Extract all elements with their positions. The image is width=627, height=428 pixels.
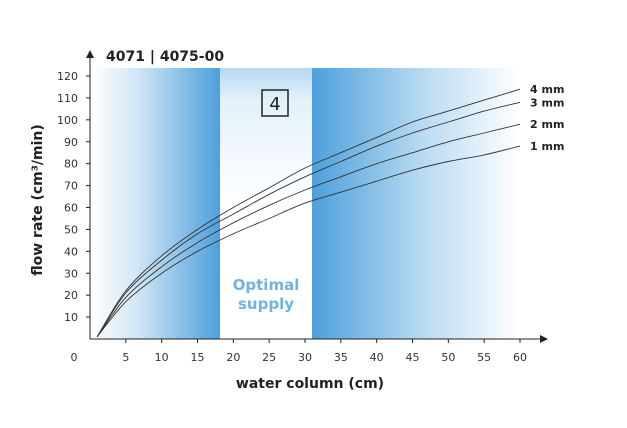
x-axis-arrow [540,335,548,343]
left-supply-band [90,68,220,339]
x-tick-label: 10 [155,351,169,364]
x-tick-label: 25 [262,351,276,364]
x-tick-label: 35 [334,351,348,364]
series-label-4-mm: 4 mm [530,83,564,96]
y-tick-label: 120 [57,70,78,83]
x-tick-label: 30 [298,351,312,364]
x-tick-label: 55 [477,351,491,364]
y-tick-label: 110 [57,92,78,105]
y-tick-label: 80 [64,158,78,171]
x-tick-label: 20 [226,351,240,364]
y-axis-arrow [86,50,94,58]
x-tick-label: 50 [441,351,455,364]
y-tick-label: 90 [64,136,78,149]
series-label-2-mm: 2 mm [530,118,564,131]
y-tick-label: 20 [64,289,78,302]
optimal-supply-label-line2: supply [238,295,294,313]
y-tick-label: 10 [64,311,78,324]
series-line-1-mm [96,145,521,338]
series-line-2-mm [96,123,521,338]
model-title: 4071 | 4075-00 [106,49,224,65]
series-label-1-mm: 1 mm [530,140,564,153]
series-label-3-mm: 3 mm [530,96,564,109]
x-axis-ticks: 0 5 10 15 20 25 30 35 40 45 50 55 60 [71,339,527,364]
series-line-4-mm [96,88,521,338]
x-tick-label: 15 [191,351,205,364]
y-axis-ticks: 10 20 30 40 50 60 70 80 90 100 110 120 [57,70,90,324]
y-tick-label: 50 [64,223,78,236]
y-axis-title: flow rate (cm³/min) [30,124,46,276]
y-tick-label: 100 [57,114,78,127]
series-line-3-mm [96,101,521,338]
optimal-supply-label-line1: Optimal [233,276,300,294]
optimal-supply-band [220,68,312,339]
y-tick-label: 60 [64,202,78,215]
series-labels: 4 mm3 mm 2 mm 1 mm [530,83,564,153]
y-tick-label: 30 [64,267,78,280]
series-curves [96,88,521,338]
x-tick-label: 5 [122,351,129,364]
x-axis-title: water column (cm) [236,376,384,392]
x-tick-label: 40 [370,351,384,364]
badge-box [261,89,289,117]
badge-number: 4 [269,94,280,115]
x-tick-label: 0 [71,351,78,364]
x-tick-label: 60 [513,351,527,364]
right-supply-band [312,68,520,339]
x-tick-label: 45 [406,351,420,364]
y-tick-label: 40 [64,245,78,258]
y-tick-label: 70 [64,180,78,193]
